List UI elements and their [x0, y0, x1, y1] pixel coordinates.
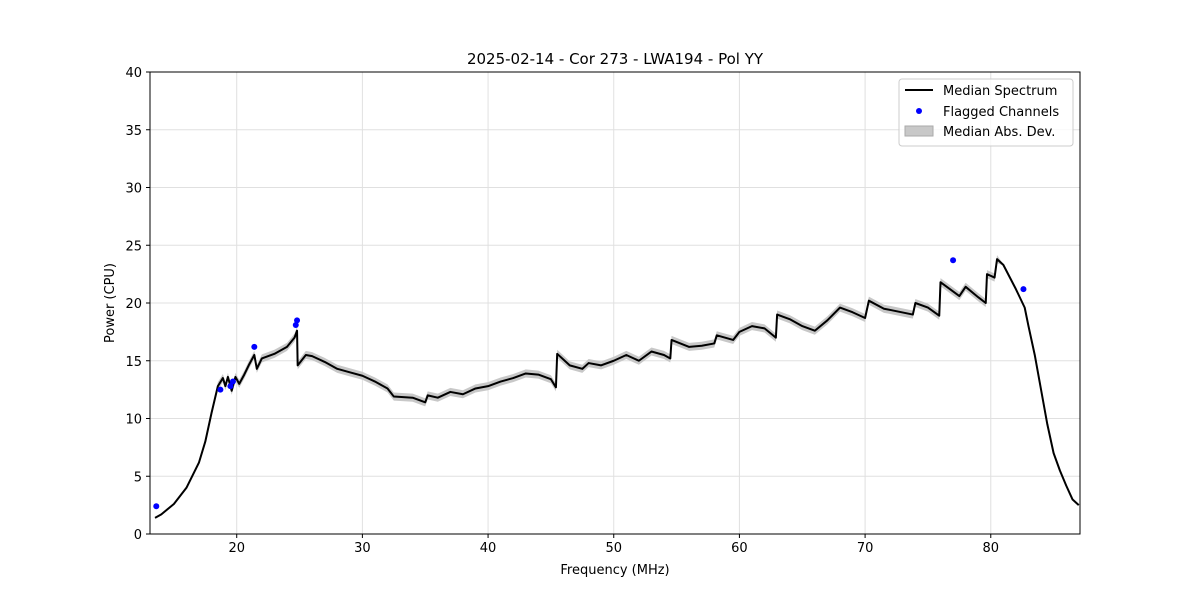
x-axis-label: Frequency (MHz): [560, 563, 669, 578]
axis-ticks: 20 30 40 50 60 70 80 0 5 10 15 20 25 30 35 40: [125, 66, 999, 556]
flagged-channel-point: [294, 317, 301, 324]
x-tick-label: 20: [228, 541, 245, 556]
median-spectrum-line: [154, 258, 1080, 519]
y-tick-label: 0: [134, 528, 142, 543]
y-tick-label: 30: [125, 182, 142, 197]
flagged-channel-point: [227, 383, 234, 390]
y-tick-label: 5: [134, 470, 142, 485]
legend-box: [898, 78, 1074, 147]
x-tick-label: 40: [480, 541, 497, 556]
x-tick-label: 30: [354, 541, 371, 556]
y-tick-label: 35: [125, 124, 142, 139]
flagged-channel-point: [229, 378, 236, 385]
y-tick-label: 40: [125, 66, 142, 81]
y-tick-label: 15: [125, 355, 142, 370]
legend: Median Spectrum Flagged Channels Median …: [898, 78, 1074, 147]
y-tick-label: 25: [125, 239, 142, 254]
legend-label-median: Median Spectrum: [943, 84, 1057, 99]
flagged-channel-point: [950, 257, 957, 264]
flagged-channel-point: [153, 503, 160, 510]
x-tick-label: 70: [857, 541, 874, 556]
legend-patch-icon: [904, 125, 934, 137]
x-tick-label: 50: [605, 541, 622, 556]
chart-title: 2025-02-14 - Cor 273 - LWA194 - Pol YY: [467, 50, 764, 68]
flagged-channel-point: [1020, 286, 1027, 293]
flagged-channel-point: [217, 386, 224, 393]
flagged-points: [153, 257, 1027, 510]
flagged-channel-point: [292, 321, 299, 328]
x-tick-label: 80: [982, 541, 999, 556]
y-tick-label: 10: [125, 413, 142, 428]
flagged-channel-point: [251, 343, 258, 350]
legend-label-flagged: Flagged Channels: [943, 105, 1059, 120]
grid: [150, 71, 1080, 535]
series-lines: [154, 258, 1080, 519]
y-tick-label: 20: [125, 297, 142, 312]
legend-dot-icon: [916, 108, 922, 114]
legend-label-mad: Median Abs. Dev.: [943, 125, 1055, 140]
x-tick-label: 60: [731, 541, 748, 556]
y-axis-label: Power (CPU): [103, 263, 118, 343]
